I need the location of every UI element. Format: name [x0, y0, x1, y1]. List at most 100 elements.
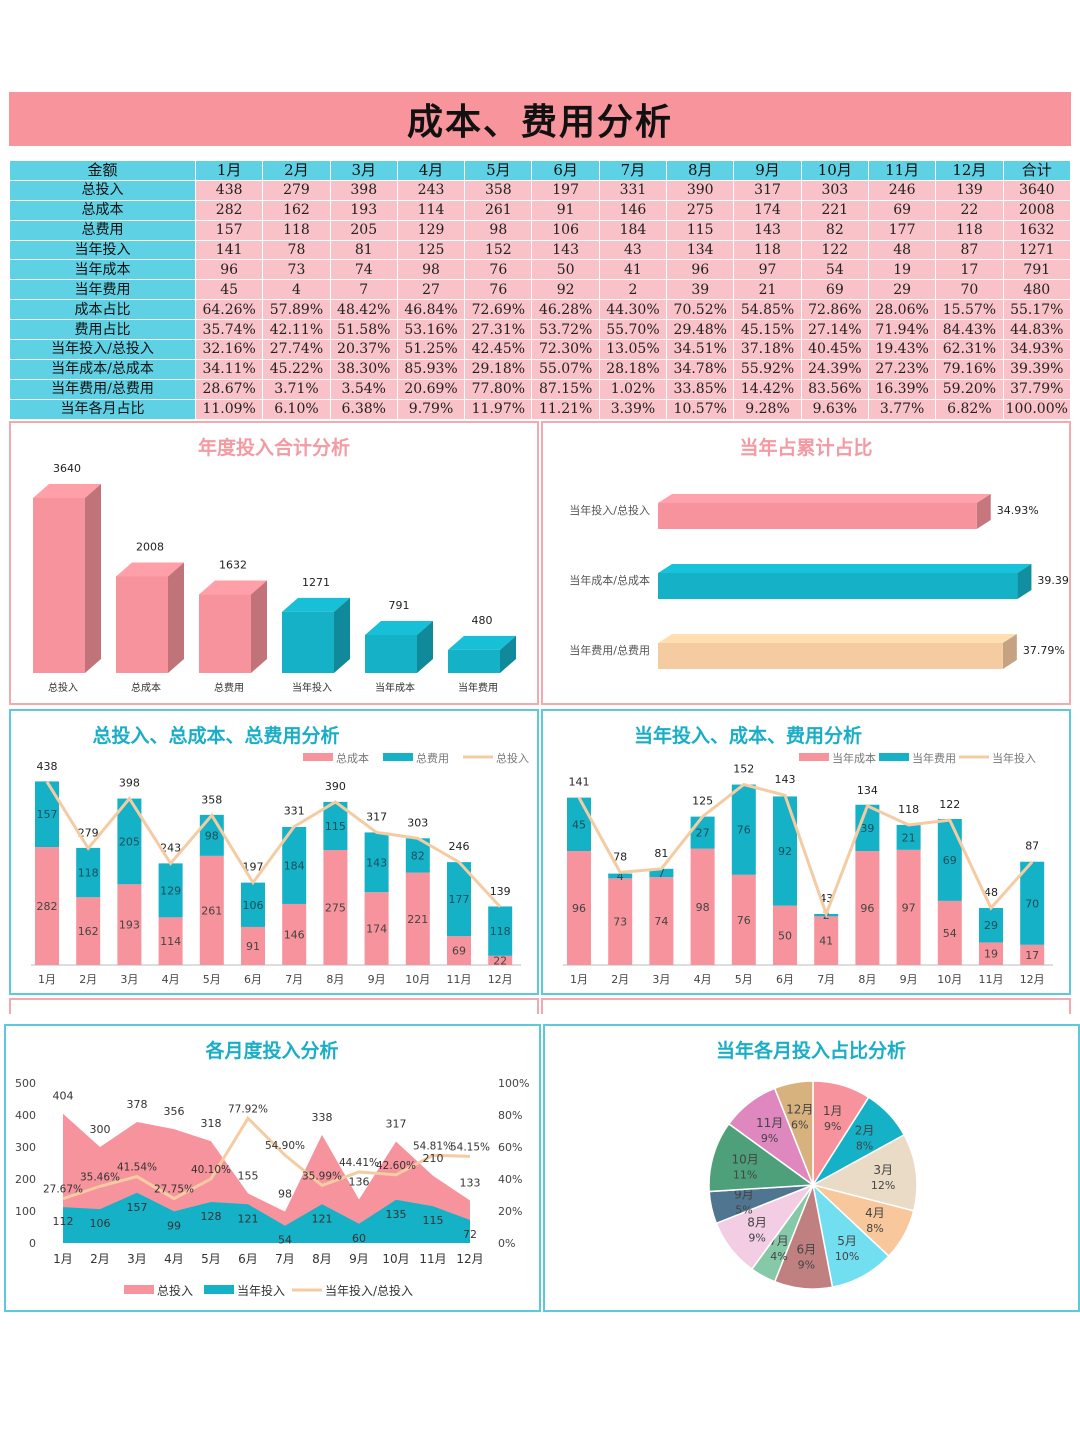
data-label: 19: [984, 948, 998, 961]
data-label: 54.90%: [265, 1140, 305, 1152]
table-cell: 96: [194, 259, 264, 281]
data-label: 157: [127, 1201, 148, 1214]
table-cell: 70.52%: [666, 299, 735, 321]
data-label: 331: [284, 805, 305, 818]
bar-top: [33, 484, 101, 498]
tick-label: 2月: [79, 973, 97, 986]
table-cell: 55.07%: [531, 358, 600, 380]
data-label: 98: [205, 829, 219, 842]
table-cell: 27.23%: [867, 358, 937, 380]
y2-tick: 80%: [498, 1109, 522, 1122]
bar-segment: [241, 926, 265, 965]
data-label: 275: [325, 902, 346, 915]
chart-title: 总投入、总成本、总费用分析: [92, 724, 339, 747]
data-label: 112: [53, 1215, 74, 1228]
bar-segment: [649, 877, 674, 965]
table-cell: 53.16%: [396, 319, 466, 341]
table-cell: 125: [396, 239, 466, 261]
data-label: 69: [452, 945, 466, 958]
table-cell: 62.31%: [935, 339, 1004, 360]
data-label: 317: [386, 1118, 407, 1131]
pie-slice: [773, 1080, 814, 1186]
slice-label: 6月: [797, 1242, 817, 1256]
bar-side: [168, 562, 184, 673]
data-label: 221: [407, 913, 428, 926]
table-cell: 390: [666, 179, 735, 201]
table-cell: 118: [733, 239, 802, 261]
data-label: 378: [127, 1098, 148, 1111]
legend-swatch: [383, 753, 413, 761]
tick-label: 9月: [349, 1252, 369, 1266]
data-label: 129: [160, 884, 181, 897]
table-cell: 57.89%: [262, 299, 331, 321]
table-row: 当年成本/总成本 34.11% 45.22% 38.30% 85.93% 29.18% 55…: [9, 358, 1072, 380]
slice-label: 4月: [865, 1206, 885, 1220]
table-header-cell: 12月: [935, 160, 1004, 181]
table-header-cell: 4月: [396, 160, 466, 181]
table-cell: 34.11%: [194, 358, 264, 380]
table-cell: 243: [396, 179, 466, 201]
legend-label: 当年投入: [237, 1283, 285, 1298]
table-cell: 76: [464, 279, 533, 301]
y-tick: 0: [29, 1237, 36, 1250]
bar-segment: [1020, 944, 1045, 965]
data-label: 27.75%: [154, 1184, 194, 1196]
annual-total-chart: 年度投入合计分析 3640 总投入 2008 总成本 1632 总费用 1271 当年投入 791…: [33, 436, 516, 694]
data-label: 438: [37, 760, 58, 773]
tick-label: 6月: [238, 1252, 258, 1266]
table-cell: 98: [464, 219, 533, 241]
slice-label: 9月: [734, 1187, 754, 1201]
data-label: 41.54%: [117, 1162, 157, 1174]
tick-label: 3月: [127, 1252, 147, 1266]
data-label: 99: [167, 1219, 181, 1232]
tick-label: 4月: [694, 973, 712, 986]
table-cell: 92: [531, 279, 600, 301]
data-label: 98: [696, 901, 710, 914]
data-label: 3640: [53, 462, 81, 475]
tick-label: 7月: [275, 1252, 295, 1266]
table-cell: 48.42%: [329, 299, 398, 321]
data-label: 27: [696, 827, 710, 840]
table-cell: 3.54%: [329, 378, 398, 400]
bar-top: [365, 620, 433, 635]
table-cell: 11.21%: [531, 398, 600, 420]
bar-side: [417, 620, 433, 673]
table-row: 总成本 282 162 193 114 261 91 146 275 174 221 69 22 2008: [9, 199, 1072, 221]
data-label: 87: [1025, 840, 1039, 853]
data-table: 金额 1月 2月 3月 4月 5月 6月 7月 8月 9月 10月 11月 12月 合计 总投入 438 27…: [9, 160, 1072, 420]
data-label: 1632: [219, 559, 247, 572]
tick-label: 4月: [164, 1252, 184, 1266]
table-cell: 157: [194, 219, 264, 241]
data-label: 54: [278, 1234, 292, 1247]
panel-current-analysis: 当年投入、成本、费用分析 当年成本 当年费用 当年投入 96 45 141 1月 73 4 78 2月…: [541, 709, 1071, 995]
table-cell: 13.05%: [598, 339, 668, 360]
tick-label: 8月: [312, 1252, 332, 1266]
data-label: 152: [733, 763, 754, 776]
table-cell: 69: [800, 279, 869, 301]
table-cell: 78: [262, 239, 331, 261]
data-label: 318: [201, 1117, 222, 1130]
data-label: 133: [460, 1176, 481, 1189]
panel-total-analysis: 总投入、总成本、总费用分析 总成本 总费用 总投入 282 157 438 1月 162 118 2…: [9, 709, 539, 995]
y2-tick: 20%: [498, 1205, 522, 1218]
table-row: 当年投入/总投入 32.16% 27.74% 20.37% 51.25% 42.45% 72…: [9, 339, 1072, 360]
data-label: 398: [119, 777, 140, 790]
bar-side: [85, 484, 101, 673]
data-label: 21: [902, 831, 916, 844]
data-label: 98: [278, 1188, 292, 1201]
bar-top: [199, 580, 267, 595]
data-label: 115: [423, 1214, 444, 1227]
table-cell: 279: [262, 179, 331, 201]
y-tick: 500: [15, 1077, 36, 1090]
table-cell: 34.78%: [666, 358, 735, 380]
data-label: 4: [617, 870, 624, 883]
slice-pct: 8%: [866, 1222, 883, 1235]
table-cell: 27.74%: [262, 339, 331, 360]
legend-swatch: [879, 753, 909, 761]
table-cell: 398: [329, 179, 398, 201]
table-cell: 100.00%: [1002, 398, 1072, 420]
slice-pct: 5%: [735, 1203, 752, 1216]
table-cell: 9.79%: [396, 398, 466, 420]
tick-label: 12月: [456, 1252, 483, 1266]
